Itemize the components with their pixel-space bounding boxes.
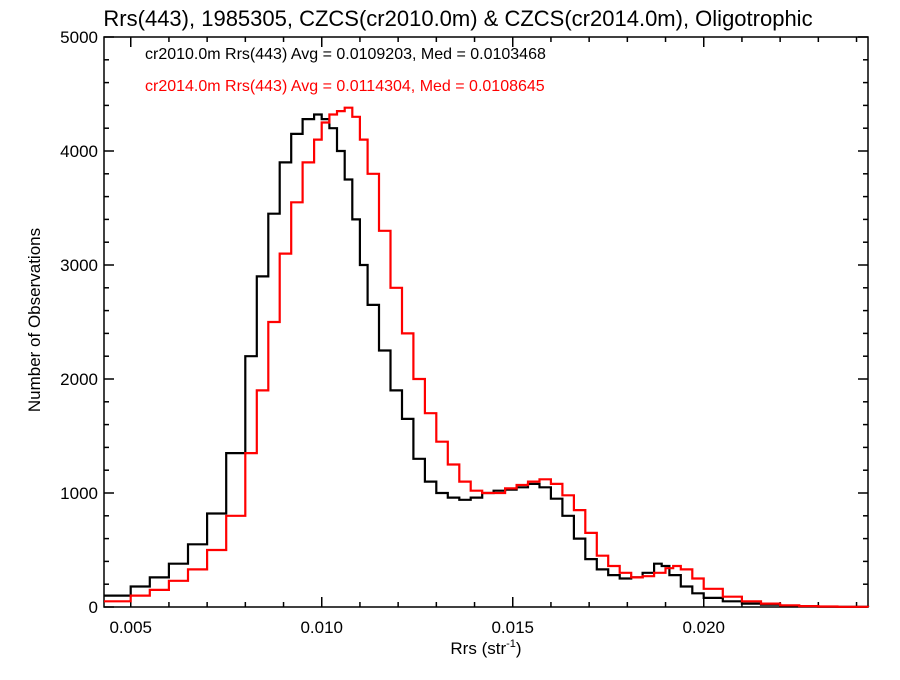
x-axis-label-main: Rrs (str	[450, 639, 506, 658]
series-line-cr2010	[104, 113, 870, 608]
axis-tick-labels: 0.005 0.010 0.015 0.020 0 1000 2000 3000 4000 500…	[60, 28, 725, 637]
y-axis-label: Number of Observations	[25, 228, 44, 412]
x-tick-label: 0.005	[109, 618, 152, 637]
legend: cr2010.0m Rrs(443) Avg = 0.0109203, Med …	[145, 46, 546, 95]
axis-ticks	[104, 36, 868, 608]
x-axis-label-sup: -1	[506, 638, 516, 650]
y-tick-label: 5000	[60, 28, 98, 47]
y-tick-label: 3000	[60, 256, 98, 275]
y-tick-label: 0	[89, 598, 98, 617]
x-tick-label: 0.015	[491, 618, 534, 637]
y-tick-label: 1000	[60, 484, 98, 503]
plot-area	[103, 36, 869, 608]
chart-title: Rrs(443), 1985305, CZCS(cr2010.0m) & CZC…	[103, 6, 812, 31]
series-group	[104, 106, 870, 608]
series-line-cr2014	[104, 106, 870, 608]
x-tick-label: 0.020	[682, 618, 725, 637]
legend-entry-cr2010: cr2010.0m Rrs(443) Avg = 0.0109203, Med …	[145, 46, 546, 63]
y-tick-label: 4000	[60, 142, 98, 161]
y-tick-label: 2000	[60, 370, 98, 389]
legend-entry-cr2014: cr2014.0m Rrs(443) Avg = 0.0114304, Med …	[145, 78, 545, 95]
x-axis-label: Rrs (str-1)	[450, 638, 521, 658]
x-tick-label: 0.010	[300, 618, 343, 637]
x-axis-label-close: )	[516, 639, 522, 658]
plot-frame	[103, 36, 869, 608]
